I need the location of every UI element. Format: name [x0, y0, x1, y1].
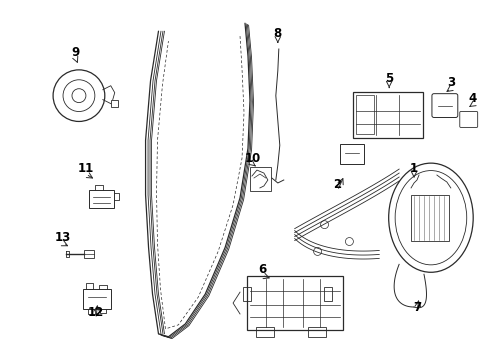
- Text: 11: 11: [78, 162, 94, 175]
- Bar: [411, 195, 449, 240]
- Text: 5: 5: [385, 72, 393, 85]
- Text: 4: 4: [468, 92, 477, 105]
- Bar: [308, 327, 325, 337]
- Text: 9: 9: [72, 46, 80, 59]
- Bar: [83, 289, 111, 309]
- Text: 13: 13: [55, 231, 71, 244]
- Bar: [323, 287, 332, 301]
- Text: 1: 1: [410, 162, 418, 175]
- Text: 3: 3: [447, 76, 455, 89]
- Bar: [356, 95, 374, 134]
- Bar: [243, 287, 251, 301]
- Text: 6: 6: [258, 263, 266, 276]
- Bar: [89, 190, 114, 208]
- Bar: [111, 100, 118, 107]
- Bar: [256, 327, 274, 337]
- Bar: [84, 251, 94, 258]
- Text: 2: 2: [333, 179, 342, 192]
- Text: 12: 12: [88, 306, 104, 319]
- Text: 10: 10: [245, 152, 261, 165]
- Text: 7: 7: [413, 301, 421, 314]
- Text: 8: 8: [274, 27, 282, 40]
